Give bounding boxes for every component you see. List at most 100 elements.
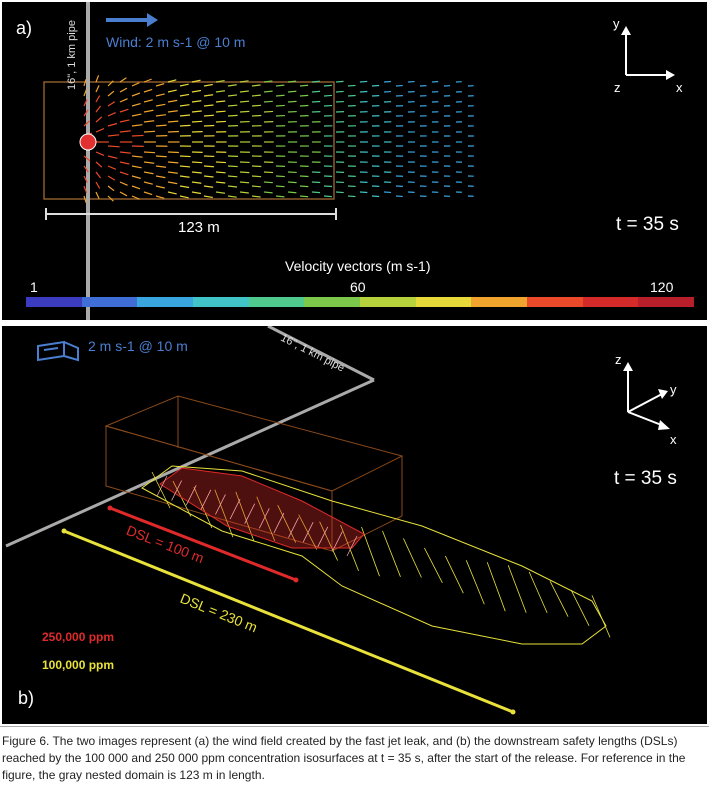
velocity-vector <box>239 171 250 174</box>
nested-domain-box <box>43 81 335 200</box>
colorbar-segment <box>81 297 138 307</box>
velocity-vector <box>347 84 356 87</box>
velocity-vector <box>323 84 332 87</box>
velocity-vector <box>131 82 140 87</box>
velocity-colorbar <box>26 297 695 307</box>
velocity-vector <box>155 155 167 158</box>
velocity-vector <box>95 105 102 113</box>
velocity-vector <box>191 110 202 113</box>
velocity-vector <box>287 191 297 194</box>
velocity-vector <box>107 90 115 97</box>
velocity-vector <box>107 175 116 181</box>
velocity-vector <box>179 175 190 178</box>
velocity-vector <box>119 130 131 133</box>
mesh-edge <box>403 538 422 578</box>
panel-a-label: a) <box>16 18 33 38</box>
velocity-vector <box>203 175 214 178</box>
isosurface-outline <box>159 467 365 549</box>
velocity-vector <box>215 110 226 113</box>
velocity-vector <box>179 114 191 117</box>
velocity-vector <box>263 100 273 103</box>
velocity-vector <box>131 165 142 169</box>
velocity-vector <box>167 89 177 93</box>
velocity-vector <box>119 98 128 103</box>
mesh-edge <box>591 595 611 638</box>
colorbar-segment <box>248 297 305 307</box>
velocity-vector <box>299 195 309 198</box>
axis-y-label-b: y <box>670 382 677 397</box>
velocity-vector <box>287 90 297 93</box>
mesh-edge <box>549 580 569 617</box>
velocity-vector <box>215 120 226 123</box>
velocity-vector <box>275 104 285 107</box>
velocity-vector <box>191 89 202 93</box>
velocity-vector <box>131 113 142 117</box>
isosurface-plot <box>5 326 670 715</box>
colorbar-segment <box>360 297 416 307</box>
mesh-edge <box>465 560 485 605</box>
isosurface-outline <box>141 465 607 645</box>
domain-length-label: 123 m <box>178 219 220 236</box>
mesh-edge <box>214 489 234 538</box>
velocity-vector <box>83 109 89 117</box>
velocity-vector <box>167 110 178 113</box>
axis-x-label-a: x <box>676 80 683 95</box>
velocity-vector <box>119 119 130 123</box>
velocity-vector <box>107 145 120 148</box>
velocity-vector <box>155 195 165 199</box>
velocity-vector <box>131 155 143 158</box>
velocity-vector <box>131 124 143 127</box>
velocity-vector <box>167 79 177 83</box>
velocity-vector <box>119 77 127 83</box>
velocity-vector <box>167 120 179 123</box>
velocity-vector <box>203 83 213 87</box>
dsl-red-line <box>107 505 299 583</box>
velocity-vector <box>227 165 238 168</box>
velocity-vector <box>227 195 237 198</box>
velocity-vector <box>143 109 154 113</box>
velocity-vector <box>83 120 90 127</box>
velocity-vector <box>119 181 128 186</box>
velocity-vector <box>119 87 128 93</box>
velocity-vector <box>311 191 321 194</box>
velocity-vector <box>119 151 131 154</box>
velocity-vector <box>143 171 154 175</box>
velocity-vector <box>287 80 297 83</box>
colorbar-segment <box>582 297 639 307</box>
velocity-vector <box>131 195 140 200</box>
velocity-vector <box>119 161 130 165</box>
velocity-vector <box>275 185 285 188</box>
velocity-vector <box>143 151 156 154</box>
velocity-vector <box>131 175 141 179</box>
mesh-edge <box>424 547 443 584</box>
velocity-vector <box>155 103 166 107</box>
velocity-vector <box>119 171 129 176</box>
velocity-vector <box>119 191 128 197</box>
mesh-edge <box>288 517 299 538</box>
mesh-edge <box>185 485 197 506</box>
velocity-vector <box>143 99 153 103</box>
mesh-edge <box>151 471 171 509</box>
mesh-edge <box>258 508 270 529</box>
mesh-edge <box>277 504 297 543</box>
velocity-vector <box>179 185 190 189</box>
velocity-vector <box>347 195 356 198</box>
colorbar-segment <box>137 297 194 307</box>
velocity-vector <box>107 165 117 170</box>
velocity-vector <box>95 95 101 103</box>
velocity-vector <box>143 120 155 123</box>
mesh-edge <box>570 589 590 627</box>
isosurface-250000ppm <box>156 467 365 557</box>
velocity-vector <box>263 80 273 83</box>
velocity-vector <box>251 94 261 97</box>
velocity-vector <box>287 100 297 103</box>
velocity-vector <box>299 104 309 107</box>
mesh-edge <box>171 480 182 501</box>
velocity-vector <box>239 100 250 103</box>
velocity-vector <box>299 185 309 188</box>
velocity-vector <box>167 99 178 103</box>
mesh-edge <box>193 486 213 529</box>
velocity-vector <box>155 175 166 179</box>
mesh-edge <box>319 521 338 561</box>
velocity-vector <box>227 84 237 87</box>
